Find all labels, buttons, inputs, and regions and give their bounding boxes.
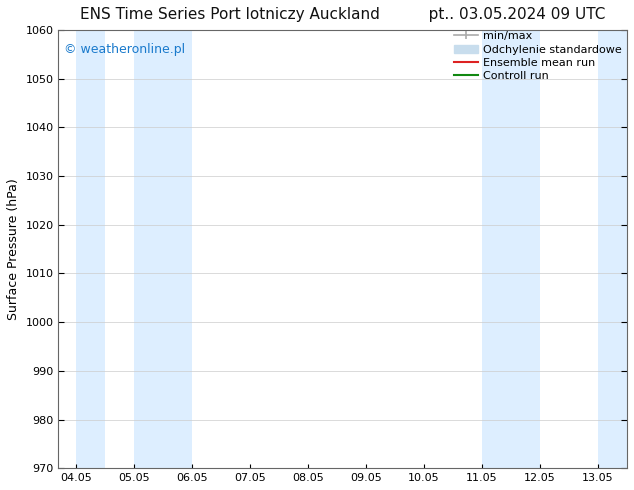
Bar bbox=[482, 30, 540, 468]
Bar bbox=[134, 30, 192, 468]
Title: ENS Time Series Port lotniczy Auckland          pt.. 03.05.2024 09 UTC: ENS Time Series Port lotniczy Auckland p… bbox=[80, 7, 605, 22]
Bar bbox=[76, 30, 105, 468]
Legend: min/max, Odchylenie standardowe, Ensemble mean run, Controll run: min/max, Odchylenie standardowe, Ensembl… bbox=[454, 31, 621, 81]
Text: © weatheronline.pl: © weatheronline.pl bbox=[64, 43, 185, 56]
Y-axis label: Surface Pressure (hPa): Surface Pressure (hPa) bbox=[7, 178, 20, 320]
Bar bbox=[598, 30, 627, 468]
